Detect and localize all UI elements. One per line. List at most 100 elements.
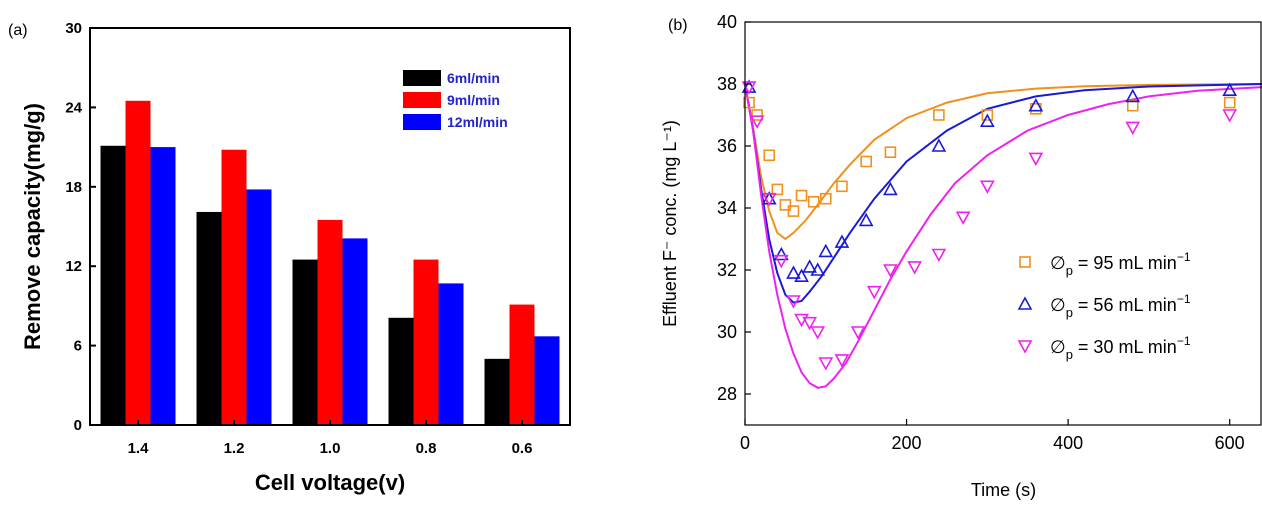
legend-label: ∅p = 56 mL min−1 <box>1050 292 1191 320</box>
bar-6mlmin-0.8 <box>388 317 414 425</box>
bar-6mlmin-1.4 <box>100 145 126 425</box>
data-point-2 <box>979 180 995 194</box>
data-point-1 <box>1222 82 1238 96</box>
data-point-1 <box>1125 88 1141 103</box>
y-tick-label: 38 <box>717 74 737 94</box>
legend-marker-2 <box>1017 340 1033 354</box>
panel-b-scatter-chart: (b) 28 30 32 34 36 38 40 0 200 400 600 Time (s) E… <box>660 12 1262 500</box>
data-point-0 <box>807 196 820 208</box>
x-tick-label: 600 <box>1215 433 1245 453</box>
y-axis-ticks-a: 0 6 12 18 24 30 <box>65 20 96 434</box>
data-point-1 <box>810 262 826 276</box>
data-point-1 <box>818 243 834 258</box>
data-point-2 <box>818 357 834 371</box>
bars-group <box>100 100 560 426</box>
data-point-2 <box>749 115 765 129</box>
y-axis-ticks-b: 28 30 32 34 36 38 40 <box>717 12 751 404</box>
bar-12mlmin-0.6 <box>534 336 560 425</box>
x-tick-label: 0.8 <box>416 440 437 457</box>
data-point-0 <box>751 109 763 121</box>
y-axis-label-b: Effluent F⁻ conc. (mg L⁻¹) <box>660 120 680 327</box>
data-point-0 <box>1223 96 1236 109</box>
data-point-0 <box>771 183 784 196</box>
panel-a-bar-chart: (a) 0 6 12 18 24 30 1.4 1.2 1.0 0.8 0.6 Cell volt… <box>8 20 571 495</box>
bar-6mlmin-0.6 <box>484 358 510 425</box>
legend-label: 9ml/min <box>447 92 500 108</box>
data-point-2 <box>834 354 850 368</box>
data-point-2 <box>866 285 882 300</box>
data-point-0 <box>763 149 776 162</box>
data-point-2 <box>1125 121 1141 136</box>
bar-6mlmin-1.2 <box>196 211 222 425</box>
data-point-2 <box>810 326 826 340</box>
legend-b: ∅p = 95 mL min−1 ∅p = 56 mL min−1 ∅p = 30 … <box>1017 250 1191 362</box>
bar-12mlmin-0.8 <box>438 283 464 425</box>
x-axis-ticks-a: 1.4 1.2 1.0 0.8 0.6 <box>128 420 532 457</box>
legend-marker-1 <box>1017 296 1033 310</box>
bar-12mlmin-1.2 <box>246 189 272 425</box>
data-point-2 <box>741 81 757 95</box>
data-point-2 <box>883 264 898 278</box>
x-tick-label: 1.2 <box>224 440 245 457</box>
data-point-0 <box>787 205 800 217</box>
fit-curves-group <box>744 83 1262 389</box>
data-point-2 <box>774 254 789 269</box>
data-point-1 <box>834 234 850 248</box>
legend-swatch <box>403 92 441 108</box>
bar-9mlmin-1.2 <box>221 149 247 425</box>
data-point-0 <box>933 109 945 121</box>
y-tick-label: 30 <box>717 322 737 342</box>
legend-label: ∅p = 30 mL min−1 <box>1050 334 1191 362</box>
data-point-2 <box>955 211 971 225</box>
y-tick-label: 6 <box>74 338 82 355</box>
y-tick-label: 30 <box>65 20 82 37</box>
panel-a-label: (a) <box>8 22 28 39</box>
data-point-2 <box>786 295 801 309</box>
data-point-1 <box>774 246 789 261</box>
legend-swatch <box>403 114 441 130</box>
y-tick-label: 28 <box>717 384 737 404</box>
data-point-2 <box>850 326 866 340</box>
x-tick-label: 1.4 <box>128 440 150 457</box>
data-point-1 <box>858 212 874 227</box>
data-point-0 <box>836 180 848 193</box>
y-tick-label: 12 <box>65 258 82 275</box>
panel-b-label: (b) <box>668 17 688 34</box>
data-point-2 <box>761 192 777 207</box>
data-point-1 <box>979 113 995 127</box>
y-tick-label: 0 <box>74 417 82 434</box>
plot-frame-b <box>744 21 1262 426</box>
x-axis-label-b: Time (s) <box>971 480 1036 500</box>
fit-curve-1 <box>744 83 1262 304</box>
x-tick-label: 400 <box>1053 433 1083 453</box>
data-point-1 <box>794 268 809 283</box>
y-tick-label: 18 <box>65 179 82 196</box>
y-tick-label: 34 <box>717 198 737 218</box>
legend-marker-0 <box>1019 256 1031 268</box>
bar-9mlmin-0.8 <box>413 259 439 425</box>
data-point-2 <box>802 316 817 331</box>
legend-label: ∅p = 95 mL min−1 <box>1050 250 1191 278</box>
bar-12mlmin-1.4 <box>150 147 176 425</box>
data-point-2 <box>931 248 947 263</box>
bar-12mlmin-1.0 <box>342 238 368 425</box>
fit-curve-2 <box>744 83 1262 389</box>
y-tick-label: 40 <box>717 12 737 32</box>
bar-6mlmin-1.0 <box>292 259 318 425</box>
data-point-0 <box>795 189 808 202</box>
data-point-1 <box>802 259 817 273</box>
x-tick-label: 0 <box>740 433 750 453</box>
data-point-0 <box>779 199 792 211</box>
bar-9mlmin-0.6 <box>509 304 535 425</box>
data-point-1 <box>883 181 898 196</box>
y-tick-label: 36 <box>717 136 737 156</box>
y-tick-label: 32 <box>717 260 737 280</box>
x-axis-label-a: Cell voltage(v) <box>255 470 405 495</box>
data-point-0 <box>981 109 994 121</box>
x-axis-ticks-b: 0 200 400 600 <box>740 419 1245 453</box>
data-point-0 <box>884 146 897 158</box>
legend-label: 12ml/min <box>447 114 508 130</box>
x-tick-label: 1.0 <box>320 440 341 457</box>
data-point-2 <box>1222 109 1238 123</box>
